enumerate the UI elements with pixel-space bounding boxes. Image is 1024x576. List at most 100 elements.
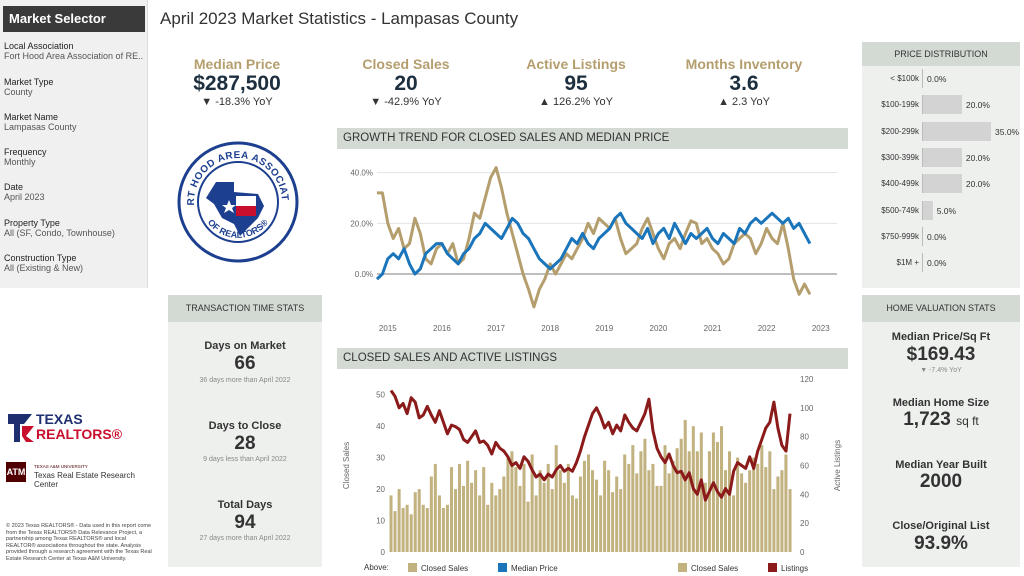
association-logo: FORT HOOD AREA ASSOCIATION OF REALTORS®	[176, 140, 299, 263]
kpi-active-listings: Active Listings 95 ▲ 126.2% YoY	[501, 56, 651, 108]
x-tick-label: 2017	[487, 324, 505, 333]
price-range-bar	[923, 95, 962, 115]
home-size-number: 1,723	[903, 409, 951, 430]
legend-above-label: Above:	[364, 563, 389, 572]
closed-sales-bar	[526, 501, 530, 552]
y2-tick-label: 40	[800, 490, 809, 499]
total-days-label: Total Days	[217, 499, 273, 511]
closed-sales-bar	[659, 485, 663, 552]
closed-sales-bar	[421, 504, 425, 552]
price-range-pct: 0.0%	[927, 231, 947, 242]
page-title: April 2023 Market Statistics - Lampasas …	[160, 9, 519, 28]
market-selector-panel	[0, 0, 148, 288]
closed-sales-bar	[441, 508, 445, 552]
closed-sales-title: CLOSED SALES AND ACTIVE LISTINGS	[337, 348, 848, 369]
filter-construction-type[interactable]: Construction Type All (Existing & New)	[4, 253, 83, 273]
x-tick-label: 2015	[379, 324, 397, 333]
filter-frequency[interactable]: Frequency Monthly	[4, 147, 47, 167]
price-range-bar	[923, 121, 991, 141]
closed-sales-bar	[695, 451, 699, 552]
swatch-icon	[678, 563, 687, 572]
filter-date[interactable]: Date April 2023	[4, 182, 45, 202]
closed-sales-bar	[679, 438, 683, 552]
y2-tick-label: 60	[800, 462, 809, 471]
closed-sales-bar	[740, 473, 744, 552]
growth-trend-chart: 40.0% 20.0% 0.0% 2015 2016 2017 2018 2019 2020 20…	[350, 166, 837, 333]
listings-line	[389, 389, 792, 502]
closed-sales-bar	[619, 489, 623, 552]
closed-sales-bar	[566, 463, 570, 552]
legend-listings: Listings	[768, 563, 808, 573]
closed-sales-bar	[639, 451, 643, 552]
legend-text: Listings	[781, 564, 809, 573]
closed-sales-bar	[554, 445, 558, 552]
y2-tick-label: 0	[800, 548, 805, 557]
filter-value: April 2023	[4, 192, 45, 202]
closed-sales-chart: 0 10 20 30 40 50 0 20 40 60 80 100 120 Closed Sales Ac…	[342, 375, 842, 557]
closed-sales-bar	[389, 495, 393, 552]
closed-sales-bar	[595, 479, 599, 552]
closed-sales-bar	[732, 495, 736, 552]
closed-sales-bar	[627, 463, 631, 552]
filter-label: Market Type	[4, 77, 54, 87]
legend-median-price: Median Price	[498, 563, 558, 573]
y2-tick-label: 100	[800, 404, 814, 413]
atm-icon: ATM	[6, 462, 26, 482]
closed-sales-bar	[417, 489, 421, 552]
closed-sales-bar	[570, 495, 574, 552]
y-tick-label: 20.0%	[350, 219, 373, 228]
market-selector-title: Market Selector	[3, 6, 145, 32]
closed-sales-bar	[671, 460, 675, 552]
closed-sales-bar	[587, 454, 591, 552]
closed-sales-bar	[522, 463, 526, 552]
closed-sales-bar	[518, 485, 522, 552]
y-tick-label: 40.0%	[350, 169, 373, 178]
closed-sales-bar	[574, 498, 578, 552]
x-tick-label: 2019	[595, 324, 613, 333]
filter-market-type[interactable]: Market Type County	[4, 77, 53, 97]
closed-sales-bar	[631, 445, 635, 552]
axis-line	[922, 95, 923, 115]
axis-line	[922, 226, 923, 246]
filter-market-name[interactable]: Market Name Lampasas County	[4, 112, 77, 132]
kpi-label: Months Inventory	[685, 56, 803, 72]
closed-sales-bar	[611, 492, 615, 552]
closed-sales-bar	[675, 448, 679, 552]
closed-sales-bar	[393, 511, 397, 552]
y-tick-label: 10	[376, 517, 385, 526]
closed-sales-bar	[772, 489, 776, 552]
closed-sales-bar	[445, 504, 449, 552]
closed-sales-bar	[502, 476, 506, 552]
price-range-label: $500-749k	[881, 205, 919, 215]
closed-sales-bar	[780, 470, 784, 552]
closed-sales-bar	[607, 470, 611, 552]
total-days-sub: 27 days more than April 2022	[199, 535, 291, 542]
kpi-value: 95	[564, 72, 588, 95]
transaction-stats-title: TRANSACTION TIME STATS	[168, 295, 322, 322]
filter-local-association[interactable]: Local Association Fort Hood Area Associat…	[4, 41, 143, 61]
series-line-median-price	[375, 211, 812, 281]
days-on-market-sub: 36 days more than April 2022	[199, 377, 291, 384]
close-original-label: Close/Original List	[892, 520, 990, 532]
kpi-median-price: Median Price $287,500 ▼ -18.3% YoY	[162, 56, 312, 108]
home-valuation-panel	[862, 295, 1020, 567]
closed-sales-bar	[437, 495, 441, 552]
axis-line	[922, 121, 923, 141]
closed-sales-bar	[498, 489, 502, 552]
axis-line	[922, 147, 923, 167]
year-built-value: 2000	[919, 471, 963, 492]
closed-sales-bar	[474, 470, 478, 552]
days-to-close-label: Days to Close	[208, 420, 282, 432]
swatch-icon	[408, 563, 417, 572]
closed-sales-bar	[667, 473, 671, 552]
closed-sales-bar	[752, 457, 756, 552]
kpi-yoy: ▲ 2.3 YoY	[718, 96, 770, 108]
closed-sales-bar	[478, 495, 482, 552]
closed-sales-bar	[655, 485, 659, 552]
filter-property-type[interactable]: Property Type All (SF, Condo, Townhouse)	[4, 218, 115, 238]
closed-sales-bar	[736, 457, 740, 552]
closed-sales-bar	[699, 432, 703, 552]
y-tick-label: 40	[376, 422, 385, 431]
price-range-label: $400-499k	[881, 179, 919, 189]
home-size-unit: sq ft	[956, 414, 979, 428]
